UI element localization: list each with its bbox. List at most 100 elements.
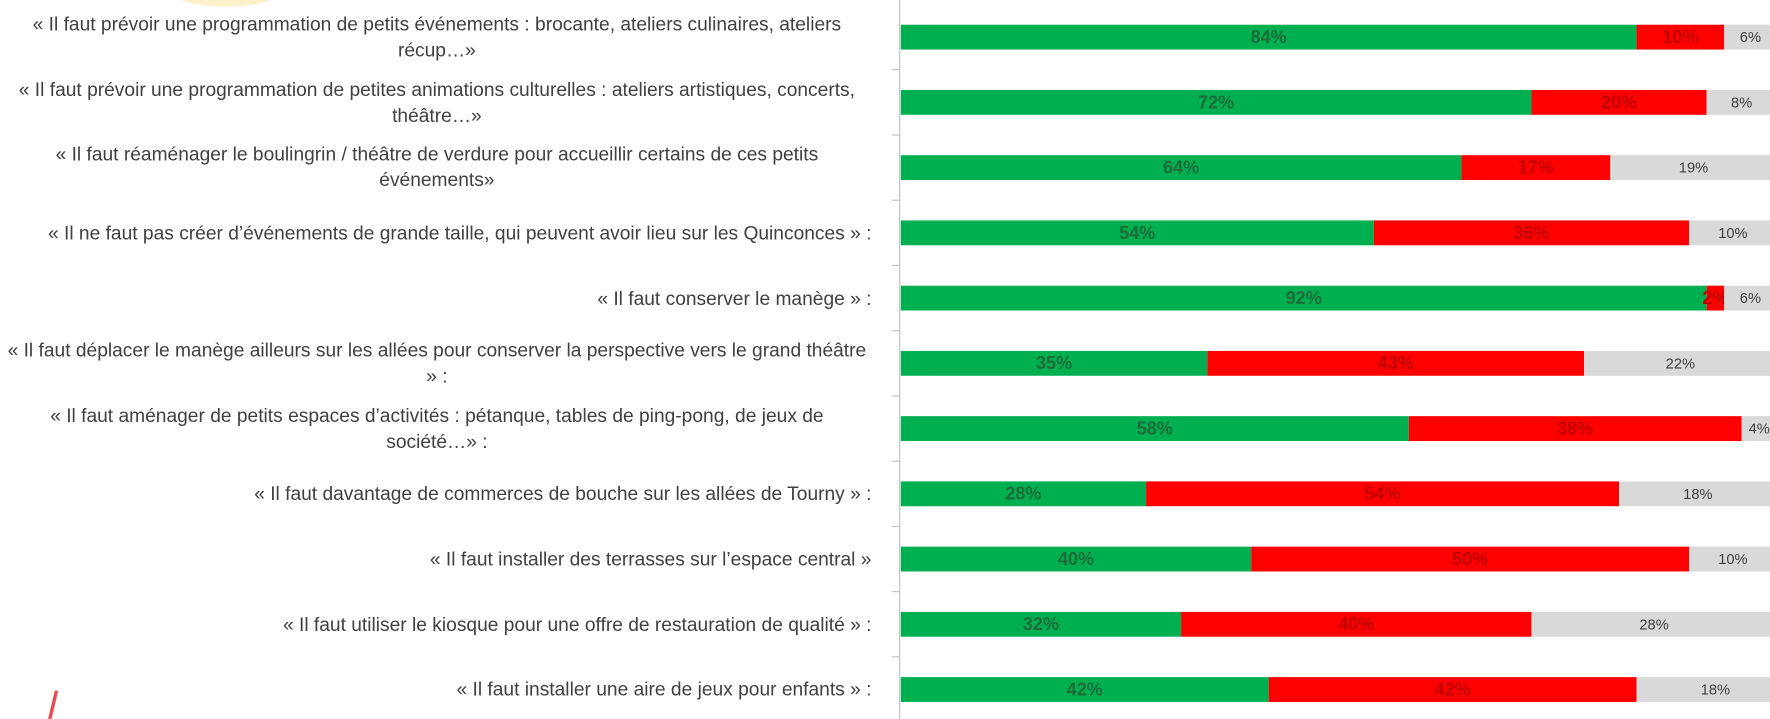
bar-segment xyxy=(900,677,1269,702)
value-label: 8% xyxy=(1731,95,1752,111)
value-label: 2% xyxy=(1702,288,1728,308)
value-label: 28% xyxy=(1639,617,1668,633)
value-label: 42% xyxy=(1067,679,1103,699)
category-label-wrap: « Il faut aménager de petits espaces d’a… xyxy=(0,396,871,461)
category-label: « Il faut installer une aire de jeux pou… xyxy=(456,678,872,701)
category-label-wrap: « Il faut prévoir une programmation de p… xyxy=(0,5,871,70)
bar-segment xyxy=(900,350,1208,376)
bar-segment xyxy=(900,416,1409,441)
value-label: 6% xyxy=(1740,291,1761,307)
bar-segment xyxy=(1531,89,1707,115)
value-label: 32% xyxy=(1023,614,1059,634)
value-label: 20% xyxy=(1601,92,1637,112)
bar-segment xyxy=(1207,350,1584,376)
bar-segment xyxy=(1636,24,1725,50)
bar-segment xyxy=(900,89,1532,115)
value-label: 50% xyxy=(1452,549,1488,569)
bar-segment xyxy=(1636,677,1770,702)
bar-segment xyxy=(1583,350,1770,376)
bar-segment xyxy=(1268,677,1637,702)
value-label: 35% xyxy=(1036,353,1072,373)
bar-segment xyxy=(1724,285,1770,311)
bar-segment xyxy=(900,546,1252,572)
bar-segment xyxy=(1146,481,1620,507)
category-label: « Il faut utiliser le kiosque pour une o… xyxy=(282,613,872,635)
category-label-box: « Il faut installer une aire de jeux pou… xyxy=(0,657,872,719)
category-label-wrap: « Il faut utiliser le kiosque pour une o… xyxy=(0,592,871,657)
value-label: 36% xyxy=(1513,223,1549,243)
category-label-box: « Il faut davantage de commerces de bouc… xyxy=(0,461,871,526)
value-label: 17% xyxy=(1518,158,1554,178)
value-label: 22% xyxy=(1666,356,1695,372)
category-label-wrap: « Il faut davantage de commerces de bouc… xyxy=(0,461,871,526)
value-label: 4% xyxy=(1749,422,1770,438)
bar-segment xyxy=(1741,416,1770,441)
category-label: « Il faut réaménager le boulingrin / thé… xyxy=(55,143,819,192)
bar-segment xyxy=(1689,220,1770,246)
category-label: « Il ne faut pas créer d’événements de g… xyxy=(47,222,872,244)
bar-segment xyxy=(1706,285,1725,311)
value-label: 18% xyxy=(1683,487,1712,503)
category-label-wrap: « Il faut prévoir une programmation de p… xyxy=(0,70,871,135)
value-label: 58% xyxy=(1137,418,1173,438)
category-label-box: « Il faut prévoir une programmation de p… xyxy=(0,5,871,70)
category-label-box: « Il ne faut pas créer d’événements de g… xyxy=(0,200,871,265)
bar-segment xyxy=(1408,416,1742,441)
category-label-box: « Il faut aménager de petits espaces d’a… xyxy=(0,396,871,461)
bar-segment xyxy=(1251,546,1690,572)
value-label: 84% xyxy=(1251,27,1287,47)
bar-segment xyxy=(900,285,1707,311)
value-label: 19% xyxy=(1679,161,1708,177)
category-label: « Il faut déplacer le manège ailleurs su… xyxy=(7,339,867,388)
value-label: 28% xyxy=(1005,484,1041,504)
value-label: 10% xyxy=(1718,552,1747,568)
category-label: « Il faut davantage de commerces de bouc… xyxy=(254,483,872,505)
value-label: 40% xyxy=(1338,614,1374,634)
value-label: 38% xyxy=(1557,418,1593,438)
bar-segment xyxy=(1461,155,1611,181)
category-label-wrap: « Il faut déplacer le manège ailleurs su… xyxy=(0,331,871,396)
category-label-box: « Il faut réaménager le boulingrin / thé… xyxy=(0,135,871,200)
category-label-box: « Il faut déplacer le manège ailleurs su… xyxy=(0,331,871,396)
value-label: 10% xyxy=(1662,27,1698,47)
value-label: 72% xyxy=(1198,92,1234,112)
category-label-box: « Il faut conserver le manège » : xyxy=(0,265,871,330)
bar-segment xyxy=(1373,220,1690,246)
value-label: 43% xyxy=(1378,353,1414,373)
category-label: « Il faut conserver le manège » : xyxy=(597,287,872,309)
bar-segment xyxy=(900,611,1182,637)
bar-segment xyxy=(1706,89,1770,115)
decoration xyxy=(48,690,59,719)
bar-segment xyxy=(1619,481,1770,507)
category-label: « Il faut prévoir une programmation de p… xyxy=(18,78,855,127)
value-label: 10% xyxy=(1718,226,1747,242)
value-label: 6% xyxy=(1740,30,1761,46)
category-label: « Il faut prévoir une programmation de p… xyxy=(32,13,842,61)
value-label: 64% xyxy=(1163,158,1199,178)
bar-segment xyxy=(1689,546,1770,572)
bar-segment xyxy=(1610,155,1770,181)
category-label-wrap: « Il ne faut pas créer d’événements de g… xyxy=(0,200,871,265)
value-label: 42% xyxy=(1435,679,1471,699)
value-label: 18% xyxy=(1701,683,1730,699)
bar-segment xyxy=(1181,611,1532,637)
value-label: 54% xyxy=(1364,484,1400,504)
category-label-wrap: « Il faut réaménager le boulingrin / thé… xyxy=(0,135,871,200)
category-label-box: « Il faut utiliser le kiosque pour une o… xyxy=(0,592,871,657)
category-label-wrap: « Il faut installer une aire de jeux pou… xyxy=(0,657,872,719)
bar-segment xyxy=(900,155,1462,181)
decoration xyxy=(181,0,271,7)
bar-segment xyxy=(900,481,1147,507)
category-label-box: « Il faut prévoir une programmation de p… xyxy=(0,70,871,135)
bar-segment xyxy=(900,24,1637,50)
bar-segment xyxy=(1531,611,1770,637)
category-label: « Il faut aménager de petits espaces d’a… xyxy=(50,404,824,453)
bar-segment xyxy=(900,220,1374,246)
value-label: 54% xyxy=(1119,223,1155,243)
category-label-wrap: « Il faut installer des terrasses sur l’… xyxy=(0,526,872,591)
category-label-box: « Il faut installer des terrasses sur l’… xyxy=(0,526,872,591)
category-label-wrap: « Il faut conserver le manège » : xyxy=(0,265,871,330)
value-label: 40% xyxy=(1058,549,1094,569)
